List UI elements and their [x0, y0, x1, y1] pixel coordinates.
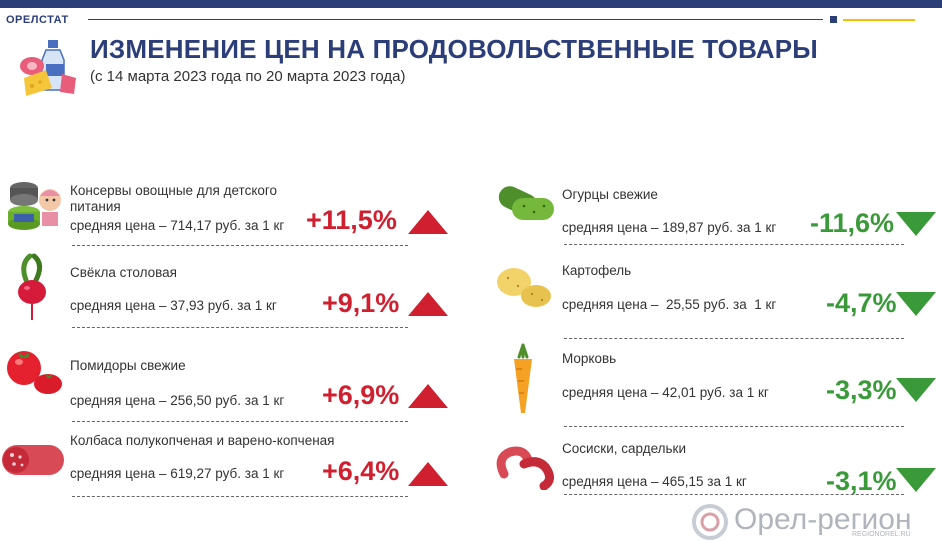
potato-icon — [497, 268, 551, 307]
up-triangle-icon — [408, 384, 448, 408]
item-price: средняя цена – 189,87 руб. за 1 кг — [562, 220, 777, 235]
change-value: +9,1% — [322, 288, 400, 318]
change-value: -3,1% — [826, 466, 897, 496]
item-name: Сосиски, сардельки — [562, 441, 686, 456]
divider — [72, 421, 408, 422]
divider — [564, 426, 904, 427]
page-title: ИЗМЕНЕНИЕ ЦЕН НА ПРОДОВОЛЬСТВЕННЫЕ ТОВАР… — [90, 34, 818, 64]
up-triangle-icon — [408, 292, 448, 316]
item-name: Колбаса полукопченая и варено-копченая — [70, 433, 335, 448]
item-name: Огурцы свежие — [562, 187, 658, 202]
item-name: Картофель — [562, 263, 632, 278]
carrot-icon — [514, 343, 532, 413]
header-square — [830, 16, 837, 23]
item-price: средняя цена – 465,15 за 1 кг — [562, 474, 747, 489]
divider — [72, 496, 408, 497]
item-price: средняя цена – 619,27 руб. за 1 кг — [70, 466, 285, 481]
beet-icon — [18, 253, 46, 320]
up-triangle-icon — [408, 210, 448, 234]
groceries-icon — [20, 40, 76, 96]
page-subtitle: (с 14 марта 2023 года по 20 марта 2023 г… — [90, 68, 406, 85]
item-name: Помидоры свежие — [70, 358, 186, 373]
tomato-icon — [7, 351, 62, 394]
org-label: ОРЕЛСТАТ — [6, 14, 69, 26]
item-price: средняя цена – 714,17 руб. за 1 кг — [70, 218, 285, 233]
up-triangle-icon — [408, 462, 448, 486]
cucumber-icon — [498, 186, 554, 220]
down-triangle-icon — [896, 212, 936, 236]
item-price: средняя цена – 256,50 руб. за 1 кг — [70, 393, 285, 408]
item-price: средняя цена – 25,55 руб. за 1 кг — [562, 297, 777, 312]
header-line — [88, 19, 823, 20]
change-value: +6,9% — [322, 380, 400, 410]
top-bar — [0, 0, 942, 8]
down-triangle-icon — [896, 378, 936, 402]
down-triangle-icon — [896, 468, 936, 492]
down-triangle-icon — [896, 292, 936, 316]
change-value: +6,4% — [322, 456, 400, 486]
watermark-small: REGIONOREL.RU — [852, 531, 911, 538]
divider — [564, 494, 904, 495]
item-name: Консервы овощные для детского питания — [70, 183, 278, 214]
header-accent-line — [843, 19, 915, 21]
change-value: -3,3% — [826, 375, 897, 405]
divider — [72, 327, 408, 328]
item-price: средняя цена – 42,01 руб. за 1 кг — [562, 385, 769, 400]
item-name: Морковь — [562, 351, 617, 366]
baby-food-cans-icon — [8, 182, 61, 230]
frankfurter-icon — [496, 446, 554, 490]
change-value: -4,7% — [826, 288, 897, 318]
divider — [564, 338, 904, 339]
divider — [564, 244, 904, 245]
watermark-logo-icon — [692, 504, 728, 540]
change-value: -11,6% — [810, 208, 895, 238]
divider — [72, 245, 408, 246]
sausage-icon — [2, 445, 64, 475]
watermark-text: Орел-регион — [734, 503, 912, 536]
item-price: средняя цена – 37,93 руб. за 1 кг — [70, 298, 277, 313]
item-name: Свёкла столовая — [70, 265, 177, 280]
change-value: +11,5% — [306, 205, 397, 235]
